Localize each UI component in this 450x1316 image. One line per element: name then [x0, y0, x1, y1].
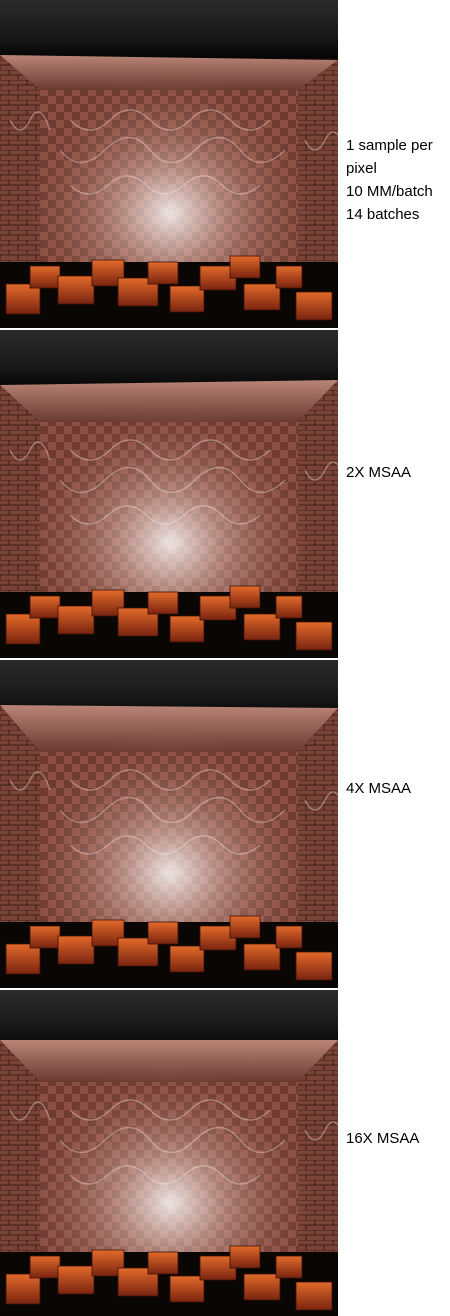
- caption-line: 1 sample per: [346, 137, 433, 154]
- render-panel-1: 1 sample per pixel 10 MM/batch 14 batche…: [0, 0, 450, 328]
- caption-4: 16X MSAA: [346, 1127, 450, 1150]
- caption-1: 1 sample per pixel 10 MM/batch 14 batche…: [346, 134, 450, 226]
- caption-line: pixel: [346, 160, 377, 177]
- render-panel-2: 2X MSAA: [0, 330, 450, 658]
- caption-line: 10 MM/batch: [346, 183, 433, 200]
- caption-2: 2X MSAA: [346, 461, 450, 484]
- caustics-render-image: [0, 990, 338, 1316]
- caption-line: 16X MSAA: [346, 1130, 420, 1147]
- caption-line: 2X MSAA: [346, 464, 412, 481]
- caption-line: 14 batches: [346, 206, 420, 223]
- caustics-render-image: [0, 0, 338, 328]
- caustics-render-image: [0, 660, 338, 988]
- render-panel-4: 16X MSAA: [0, 990, 450, 1316]
- caustics-render-image: [0, 330, 338, 658]
- caption-3: 4X MSAA: [346, 777, 450, 800]
- render-panel-3: 4X MSAA: [0, 660, 450, 988]
- caption-line: 4X MSAA: [346, 780, 412, 797]
